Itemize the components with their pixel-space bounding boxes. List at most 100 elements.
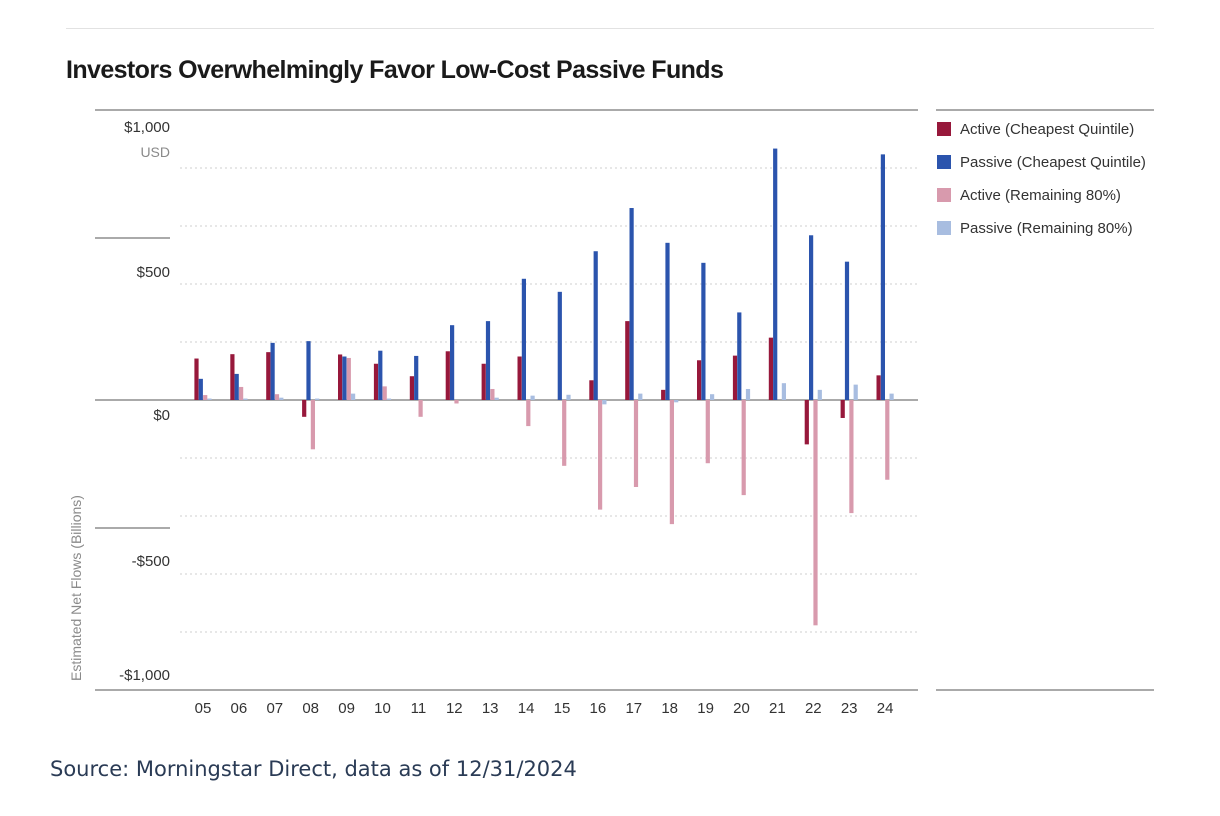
bar: [557, 291, 562, 400]
bar: [207, 398, 212, 400]
bar: [840, 400, 845, 418]
source-note: Source: Morningstar Direct, data as of 1…: [50, 757, 577, 781]
bar: [302, 400, 307, 417]
x-tick-label: 08: [302, 700, 319, 717]
x-tick-label: 09: [338, 700, 355, 717]
bar: [279, 397, 284, 400]
bar: [661, 389, 666, 400]
legend-swatch: [937, 155, 951, 169]
bar: [813, 400, 818, 626]
legend-label: Passive (Remaining 80%): [960, 220, 1133, 237]
bar: [481, 363, 486, 400]
bar: [697, 360, 702, 400]
bar: [633, 400, 639, 487]
bar: [602, 400, 607, 405]
bar: [490, 388, 495, 400]
bar: [566, 394, 571, 400]
bar: [310, 400, 315, 450]
bar: [526, 400, 531, 427]
bar: [315, 398, 320, 400]
bar: [638, 393, 643, 400]
bar: [266, 352, 271, 400]
x-tick-label: 18: [661, 700, 678, 717]
bar: [844, 261, 850, 400]
bar: [745, 388, 751, 400]
bar: [521, 278, 526, 400]
bar: [409, 376, 414, 400]
x-axis-labels: 05 06 07 08 09 10 11 12 13 14 15 16 17 18 19 20 21 22 23 24: [195, 700, 894, 717]
bar: [741, 400, 746, 496]
y-tick-label: -$1,000: [119, 667, 170, 684]
bar: [853, 384, 858, 400]
x-tick-label: 19: [697, 700, 714, 717]
bar: [889, 393, 894, 400]
legend-label: Active (Cheapest Quintile): [960, 121, 1134, 138]
bar: [450, 325, 455, 400]
bar: [386, 398, 392, 400]
bar: [705, 400, 710, 464]
y-tick-label: $0: [153, 407, 170, 424]
bar: [485, 321, 491, 400]
x-tick-label: 22: [805, 700, 822, 717]
bar: [669, 400, 674, 525]
bar: [880, 154, 885, 400]
bar: [198, 378, 203, 400]
bar: [885, 400, 890, 480]
bar: [809, 235, 814, 400]
y-tick-label: $500: [137, 264, 170, 281]
bar: [598, 400, 603, 510]
bar: [768, 337, 773, 400]
bar: [737, 312, 742, 400]
y-axis: $1,000 $500 $0 -$500 -$1,000 USD Estimated Net…: [68, 119, 170, 684]
bar: [804, 400, 809, 445]
bar: [781, 383, 786, 400]
bar: [593, 251, 598, 400]
y-tick-label: -$500: [132, 553, 170, 570]
bar: [629, 208, 634, 400]
bar: [710, 394, 715, 400]
x-tick-label: 16: [590, 700, 607, 717]
x-tick-label: 05: [195, 700, 212, 717]
x-tick-label: 17: [625, 700, 642, 717]
y-tick-label: $1,000: [124, 119, 170, 136]
x-tick-label: 13: [482, 700, 499, 717]
bar: [342, 356, 347, 400]
bar: [732, 355, 738, 400]
bar: [625, 321, 630, 400]
x-tick-label: 11: [411, 700, 427, 717]
x-tick-label: 15: [554, 700, 571, 717]
bar: [562, 400, 567, 466]
bar: [849, 400, 854, 514]
x-tick-label: 24: [877, 700, 894, 717]
chart-title: Investors Overwhelmingly Favor Low-Cost …: [66, 56, 724, 84]
x-tick-label: 23: [841, 700, 858, 717]
bar: [589, 380, 594, 400]
y-unit-label: USD: [140, 144, 170, 160]
x-tick-label: 10: [374, 700, 391, 717]
bar: [239, 386, 244, 400]
bar: [274, 394, 280, 400]
bar: [665, 242, 670, 400]
bar: [270, 342, 275, 400]
bar: [414, 355, 419, 400]
bar: [243, 398, 248, 400]
x-tick-label: 06: [231, 700, 248, 717]
bar: [530, 395, 535, 400]
bar: [203, 395, 208, 400]
bars: [194, 148, 894, 626]
legend-label: Passive (Cheapest Quintile): [960, 154, 1146, 171]
legend: Active (Cheapest Quintile) Passive (Cheap…: [936, 109, 1154, 691]
legend-label: Active (Remaining 80%): [960, 187, 1121, 204]
bar: [194, 358, 199, 400]
x-tick-label: 07: [266, 700, 283, 717]
bar: [876, 375, 881, 400]
legend-swatch: [937, 221, 951, 235]
bar: [817, 389, 822, 400]
x-tick-label: 14: [518, 700, 535, 717]
bar: [445, 351, 450, 400]
bar: [234, 373, 239, 400]
bar: [454, 400, 459, 404]
bar: [378, 350, 383, 400]
top-divider: [66, 28, 1154, 29]
